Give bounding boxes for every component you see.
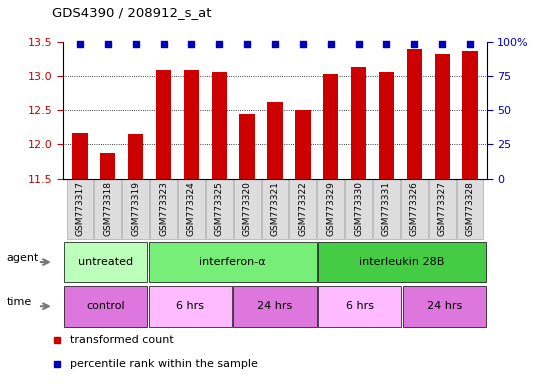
Text: GSM773326: GSM773326	[410, 181, 419, 236]
Bar	[148, 242, 317, 282]
Bar	[64, 286, 147, 326]
Bar	[239, 114, 255, 179]
Point	[187, 41, 196, 47]
Text: 24 hrs: 24 hrs	[257, 301, 293, 311]
Bar	[345, 179, 372, 239]
Text: untreated: untreated	[78, 257, 133, 267]
Bar	[456, 179, 483, 239]
Text: interferon-α: interferon-α	[199, 257, 266, 267]
Text: transformed count: transformed count	[70, 335, 174, 345]
Bar	[212, 72, 227, 179]
Point	[326, 41, 335, 47]
Bar	[67, 179, 94, 239]
Text: GSM773323: GSM773323	[159, 181, 168, 236]
Text: interleukin 28B: interleukin 28B	[359, 257, 445, 267]
Bar	[156, 70, 171, 179]
Text: time: time	[7, 297, 31, 307]
Point	[243, 41, 251, 47]
Bar	[262, 179, 288, 239]
Text: GSM773327: GSM773327	[438, 181, 447, 236]
Point	[215, 41, 224, 47]
Text: GSM773324: GSM773324	[187, 181, 196, 236]
Point	[438, 41, 447, 47]
Bar	[150, 179, 177, 239]
Text: GSM773319: GSM773319	[131, 181, 140, 236]
Bar	[403, 286, 486, 326]
Text: 24 hrs: 24 hrs	[427, 301, 462, 311]
Bar	[351, 67, 366, 179]
Bar	[406, 49, 422, 179]
Text: GSM773329: GSM773329	[326, 181, 335, 236]
Bar	[148, 286, 232, 326]
Point	[382, 41, 391, 47]
Text: GSM773321: GSM773321	[271, 181, 279, 236]
Bar	[233, 286, 317, 326]
Text: percentile rank within the sample: percentile rank within the sample	[70, 359, 258, 369]
Point	[159, 41, 168, 47]
Point	[271, 41, 279, 47]
Bar	[289, 179, 316, 239]
Point	[410, 41, 419, 47]
Text: 6 hrs: 6 hrs	[346, 301, 373, 311]
Text: agent: agent	[7, 253, 39, 263]
Point	[103, 41, 112, 47]
Bar	[95, 179, 121, 239]
Point	[75, 41, 84, 47]
Point	[466, 41, 475, 47]
Bar	[72, 133, 87, 179]
Text: GSM773317: GSM773317	[75, 181, 85, 236]
Bar	[463, 51, 478, 179]
Point	[354, 41, 363, 47]
Text: 6 hrs: 6 hrs	[177, 301, 204, 311]
Bar	[373, 179, 400, 239]
Text: GSM773322: GSM773322	[298, 181, 307, 236]
Text: GSM773320: GSM773320	[243, 181, 252, 236]
Bar	[379, 72, 394, 179]
Bar	[401, 179, 428, 239]
Bar	[64, 242, 147, 282]
Bar	[267, 101, 283, 179]
Point	[131, 41, 140, 47]
Bar	[122, 179, 149, 239]
Point	[299, 41, 307, 47]
Bar	[295, 111, 311, 179]
Bar	[317, 179, 344, 239]
Bar	[323, 74, 338, 179]
Bar	[178, 179, 205, 239]
Bar	[318, 242, 486, 282]
Bar	[434, 54, 450, 179]
Text: GSM773325: GSM773325	[215, 181, 224, 236]
Bar	[184, 70, 199, 179]
Text: GSM773318: GSM773318	[103, 181, 112, 236]
Bar	[318, 286, 402, 326]
Text: control: control	[86, 301, 125, 311]
Bar	[429, 179, 455, 239]
Bar	[206, 179, 233, 239]
Text: GSM773331: GSM773331	[382, 181, 391, 236]
Text: GSM773328: GSM773328	[465, 181, 475, 236]
Text: GDS4390 / 208912_s_at: GDS4390 / 208912_s_at	[52, 6, 212, 19]
Bar	[100, 153, 116, 179]
Text: GSM773330: GSM773330	[354, 181, 363, 236]
Bar	[128, 134, 144, 179]
Bar	[234, 179, 261, 239]
